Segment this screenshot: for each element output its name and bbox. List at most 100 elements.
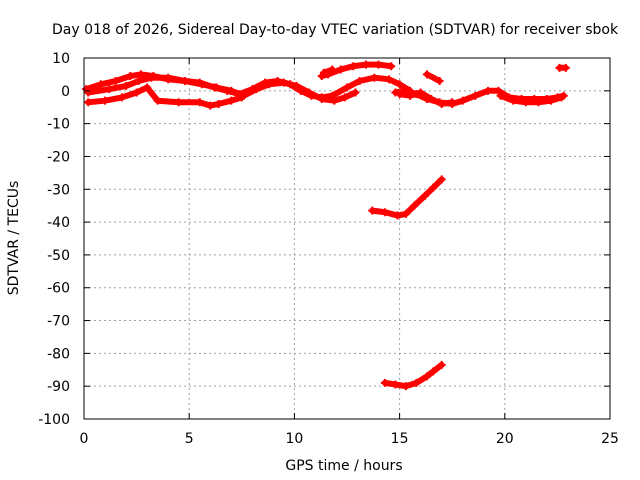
grid-layer [84,58,610,419]
y-tick-label: -30 [47,182,70,198]
data-point [483,86,492,95]
x-axis-label: GPS time / hours [285,458,402,474]
data-point [380,378,389,387]
data-point [401,382,410,391]
x-tick-label: 10 [285,431,303,447]
data-point [147,73,156,82]
data-point [406,91,415,100]
data-point [111,76,120,85]
data-point [496,91,505,100]
data-point [343,83,351,92]
data-point [265,80,274,89]
y-tick-label: -40 [47,215,70,231]
data-point [330,96,339,105]
data-point [136,70,145,79]
plot-frame [83,57,611,420]
data-point [96,80,105,89]
data-point [557,93,566,102]
data-point [349,62,358,71]
y-tick-label: -80 [47,346,70,362]
data-point [237,93,246,102]
data-point [252,85,261,94]
data-point [164,73,173,82]
data-point [174,98,183,107]
x-tick-label: 5 [185,431,194,447]
data-point [180,76,189,85]
data-point [370,73,379,82]
data-point [401,209,410,218]
data-point [410,201,419,210]
data-point [393,211,402,220]
series-arc-neg37 [369,176,445,219]
y-tick-label: -60 [47,281,70,297]
data-point [328,65,337,74]
data-point [458,96,467,105]
data-point [368,206,377,215]
y-tick-label: -50 [47,248,70,264]
data-point [134,76,143,85]
data-point [351,88,360,97]
data-point [422,372,431,381]
data-point [448,98,457,107]
data-point [395,90,404,99]
data-point [416,88,425,97]
data-point [317,95,326,104]
x-tick-label: 15 [391,431,409,447]
data-point [534,98,543,107]
y-tick-label: -20 [47,149,70,165]
data-point [437,360,446,369]
data-point [126,72,135,81]
data-point [197,80,206,89]
data-point [122,81,131,90]
data-point [101,96,110,105]
data-point [361,60,370,69]
data-point [422,70,431,79]
data-point [212,83,221,92]
data-point [195,98,204,107]
data-point [319,68,328,77]
data-point [429,367,438,376]
x-tick-label: 0 [80,431,89,447]
data-point [412,378,421,387]
data-point [427,95,436,104]
data-point [132,88,141,97]
y-tick-label: 10 [52,51,70,67]
data-point [84,88,93,97]
data-point [355,76,364,85]
series-arc-late-dip [396,89,456,107]
y-axis-label: SDTVAR / TECUs [6,181,22,296]
data-point [395,80,404,89]
data-point [561,63,570,72]
chart-title: Day 018 of 2026, Sidereal Day-to-day VTE… [52,22,619,38]
data-point [374,60,383,69]
data-point [305,88,314,97]
data-point [206,101,215,110]
data-point [385,75,394,84]
data-point [435,76,444,85]
series-arc-short-16 [424,71,443,84]
y-tick-label: -90 [47,379,70,395]
data-point [509,96,518,105]
y-tick-label: -10 [47,117,70,133]
data-point [429,183,438,192]
data-point [117,93,126,102]
y-tick-label: -70 [47,314,70,330]
data-point [227,86,236,95]
y-tick-label: 0 [61,84,70,100]
x-tick-label: 25 [601,431,619,447]
y-tick-label: -100 [38,412,70,428]
data-point [437,175,446,184]
data-point [471,91,480,100]
data-point [143,83,152,92]
data-point [494,86,503,95]
data-point [279,78,288,87]
series-layer [82,60,570,391]
data-point [153,96,162,105]
data-point [340,93,349,102]
data-point [420,191,429,200]
data-point [521,98,530,107]
data-point [336,65,345,74]
data-point [387,62,396,71]
data-point [227,96,236,105]
